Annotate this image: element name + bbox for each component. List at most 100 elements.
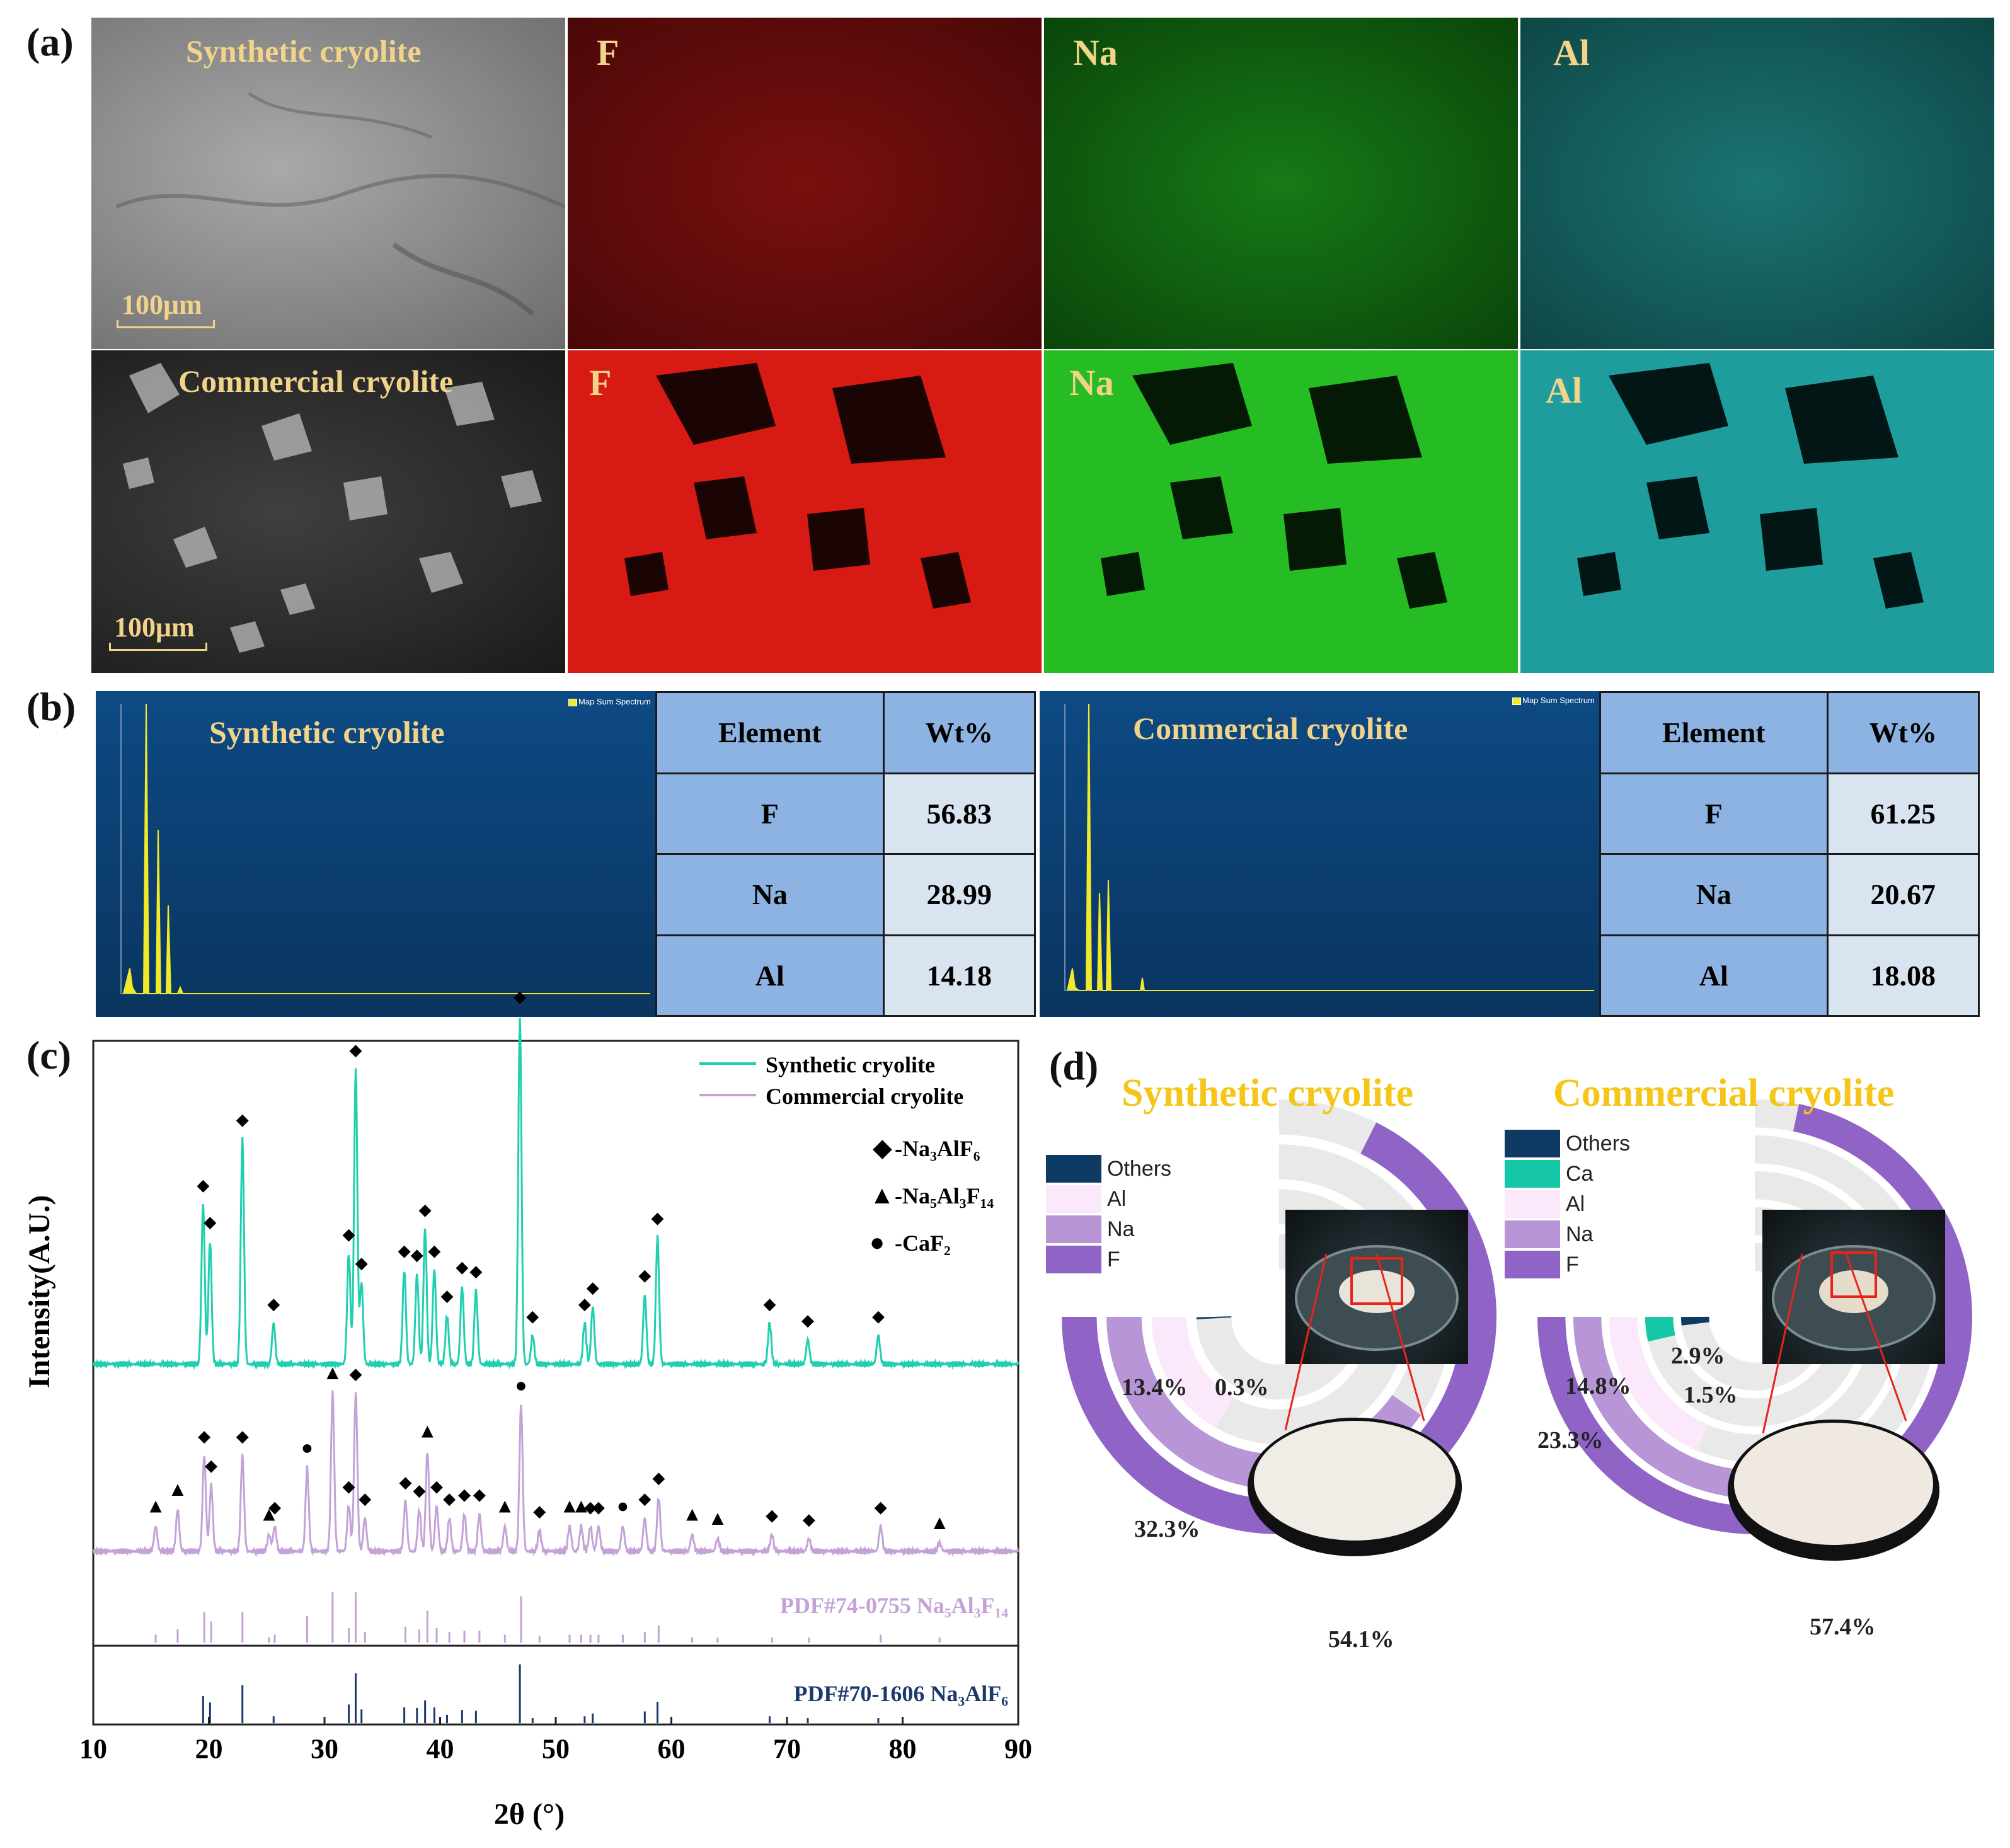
eds-spectrum-synthetic: Synthetic cryolite Map Sum Spectrum: [96, 691, 657, 1017]
legend-swatch-al-synthetic: [1046, 1185, 1101, 1213]
sample-photo-commercial: [1762, 1210, 1945, 1364]
table-header-wt: Wt%: [1826, 691, 1980, 774]
xrd-series-synthetic: [92, 1018, 1019, 1370]
marker-symbol-na5al3f14: ▲: [870, 1181, 895, 1209]
scale-text-synthetic: 100μm: [122, 289, 202, 320]
table-cell: F: [1599, 772, 1829, 855]
spectrum-title-commercial: Commercial cryolite: [1133, 711, 1408, 746]
table-cell: 61.25: [1826, 772, 1980, 855]
xrd-peak-marker: ▲: [708, 1507, 728, 1529]
xrd-peak-marker: ◆: [350, 1041, 362, 1059]
elem-label-Na-top: Na: [1073, 32, 1118, 73]
scale-bar-synthetic: [117, 320, 215, 328]
spectrum-plot-commercial: [1064, 703, 1594, 991]
spectrum-title-synthetic: Synthetic cryolite: [209, 715, 445, 750]
donut-arc-al: [1151, 1316, 1234, 1428]
table-cell: 18.08: [1826, 934, 1980, 1017]
legend-label: Al: [1107, 1187, 1127, 1211]
xrd-peak-marker: ◆: [872, 1307, 885, 1326]
xrd-peak-marker: ◆: [399, 1473, 411, 1491]
legend-label: Others: [1107, 1157, 1172, 1181]
legend-label: Na: [1107, 1217, 1135, 1241]
marker-symbol-na3alf6: ◆: [873, 1133, 892, 1162]
legend-label: F: [1566, 1253, 1579, 1277]
pct-label-f-synthetic: 54.1%: [1328, 1626, 1394, 1653]
eds-spectrum-commercial: Commercial cryolite Map Sum Spectrum: [1040, 691, 1600, 1017]
xrd-peak-marker: ◆: [638, 1266, 651, 1285]
eds-voids-Al: [1577, 363, 1924, 609]
legend-label: Al: [1566, 1192, 1585, 1216]
xrd-peak-marker: ◆: [766, 1507, 778, 1525]
eds-map-Na-synthetic: Na: [1044, 18, 1518, 349]
xrd-peak-marker: ◆: [343, 1477, 355, 1495]
legend-text-commercial: Commercial cryolite: [766, 1084, 963, 1109]
pct-label-others-commercial: 1.5%: [1684, 1382, 1738, 1408]
xrd-reference-1: [154, 1592, 941, 1643]
xrd-peak-markers: ◆◆◆◆◆◆◆◆ ◆◆◆◆◆ ◆◆◆◆◆◆◆◆◆ ◆▲▲◆◆◆▲◆●▲◆◆◆◆ ◆▲◆◆…: [146, 988, 950, 1534]
sem-label-synthetic: Synthetic cryolite: [186, 33, 422, 69]
xrd-peak-marker: ◆: [197, 1176, 209, 1195]
donut-arc-ca: [1645, 1316, 1675, 1342]
panel-label-b: (b): [26, 684, 76, 729]
eds-map-F-commercial: F: [568, 350, 1042, 673]
xrd-peak-marker: ◆: [198, 1427, 210, 1445]
xrd-peak-marker: ▲: [323, 1361, 343, 1384]
xrd-peak-marker: ◆: [430, 1477, 443, 1495]
panel-label-d: (d): [1049, 1043, 1099, 1088]
pct-label-others-synthetic: 0.3%: [1215, 1374, 1269, 1401]
xrd-peak-marker: ◆: [533, 1502, 546, 1520]
xrd-peak-marker: ◆: [343, 1225, 355, 1244]
xrd-ylabel: Intensity(A.U.): [23, 1195, 56, 1389]
legend-swatch-na-synthetic: [1046, 1215, 1101, 1243]
xrd-peak-marker: ◆: [236, 1427, 249, 1445]
marker-text-na5al3f14: -Na₅Al₃F₁₄: [895, 1183, 994, 1208]
xrd-peak-marker: ◆: [526, 1307, 539, 1326]
spectrum-legend-swatch-2: [1512, 697, 1521, 705]
panel-label-c: (c): [26, 1033, 72, 1077]
legend-label: Ca: [1566, 1162, 1594, 1186]
xrd-peak-marker: ◆: [419, 1201, 432, 1219]
xrd-peak-marker: ◆: [578, 1295, 591, 1313]
eds-map-Al-synthetic: Al: [1520, 18, 1994, 349]
table-cell: F: [655, 772, 885, 855]
xrd-peak-marker: ▲: [417, 1420, 437, 1442]
table-cell: 56.83: [882, 772, 1037, 855]
eds-map-Na-commercial: Na: [1044, 350, 1518, 673]
xrd-xlabel: 2θ (°): [494, 1798, 565, 1831]
marker-symbol-caf2: ●: [870, 1228, 885, 1256]
xrd-peak-marker: ◆: [355, 1254, 368, 1272]
elem-label-F-bottom: F: [589, 362, 612, 403]
xrd-peak-marker: ◆: [204, 1213, 216, 1231]
xrd-tick-label: 30: [311, 1733, 338, 1764]
legend-swatch-others-commercial: [1505, 1130, 1560, 1157]
legend-swatch-f-commercial: [1505, 1251, 1560, 1278]
donut-title-synthetic: Synthetic cryolite: [1122, 1072, 1414, 1115]
eds-table-synthetic: Element Wt% F 56.83 Na 28.99 Al 14.18: [655, 691, 1037, 1017]
xrd-peak-marker: ◆: [456, 1258, 468, 1277]
xrd-tick-label: 40: [427, 1733, 454, 1764]
xrd-peak-marker: ◆: [413, 1481, 425, 1500]
table-cell: Na: [655, 853, 885, 936]
xrd-peak-marker: ▲: [146, 1494, 166, 1517]
xrd-peak-marker: ◆: [268, 1498, 281, 1516]
photo-dish-synthetic: [1295, 1245, 1459, 1351]
xrd-peak-marker: ◆: [359, 1489, 371, 1508]
table-header-wt: Wt%: [882, 691, 1037, 774]
table-cell: Na: [1599, 853, 1829, 936]
xrd-peak-marker: ●: [515, 1374, 527, 1396]
pct-label-f-commercial: 23.3%: [1537, 1427, 1604, 1454]
xrd-peak-marker: ▲: [929, 1511, 950, 1534]
pct-label-f2-commercial: 57.4%: [1810, 1614, 1876, 1640]
xrd-tick-label: 80: [889, 1733, 917, 1764]
xrd-tick-label: 90: [1004, 1733, 1032, 1764]
reference-label-1: PDF#74-0755 Na₅Al₃F₁₄: [780, 1593, 1008, 1618]
xrd-tick-label: 50: [542, 1733, 570, 1764]
xrd-peak-marker: ◆: [651, 1209, 663, 1227]
pct-label-ca-commercial: 2.9%: [1671, 1343, 1725, 1369]
table-cell: 28.99: [882, 853, 1037, 936]
xrd-peak-marker: ◆: [443, 1489, 456, 1508]
xrd-series-commercial: [92, 1390, 1019, 1558]
sem-image-synthetic: Synthetic cryolite 100μm: [91, 18, 565, 349]
xrd-peak-marker: ◆: [652, 1469, 665, 1487]
panel-label-a: (a): [26, 20, 74, 64]
